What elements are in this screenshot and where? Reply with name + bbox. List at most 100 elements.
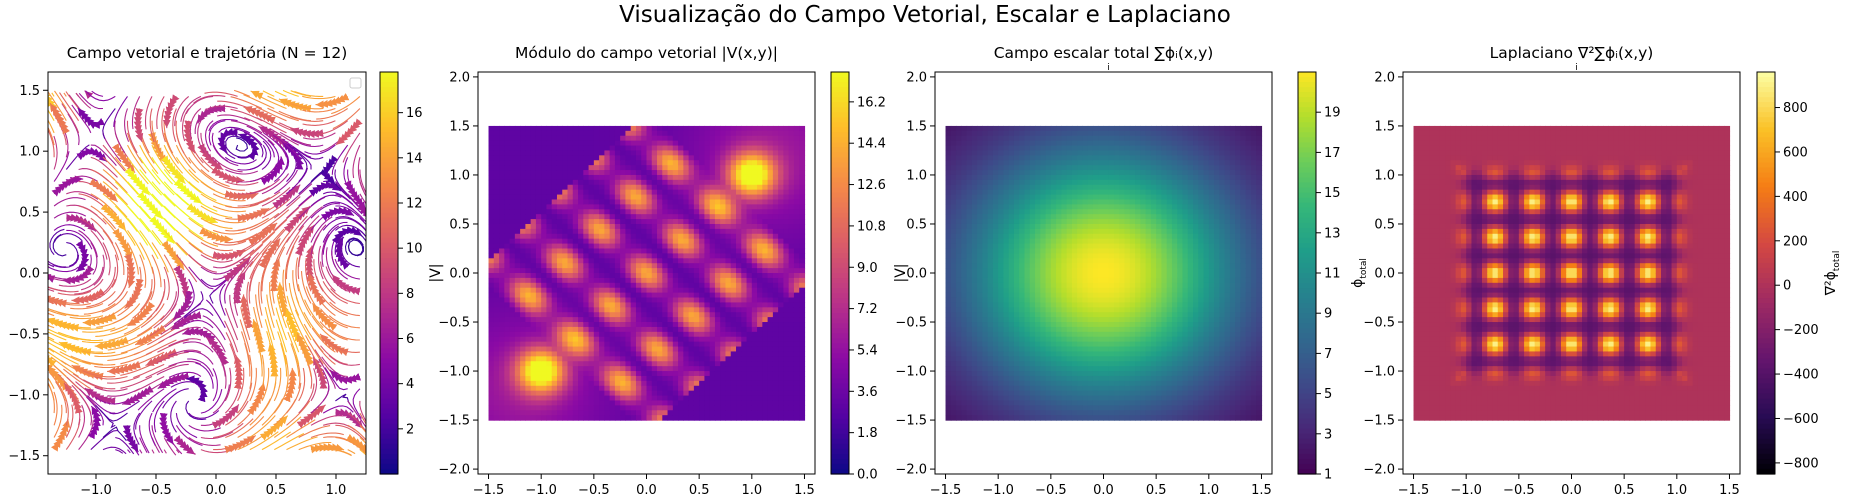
heatmap-cell: [541, 160, 548, 166]
heatmap-cell: [551, 356, 558, 362]
heatmap-cell: [793, 145, 800, 152]
colorbar: 0.01.83.65.47.29.010.812.614.416.2|V|: [830, 71, 909, 483]
streamline: [63, 382, 83, 414]
streamline: [91, 90, 104, 97]
heatmap-cell: [572, 415, 579, 421]
heatmap-cell: [520, 194, 526, 201]
heatmap-cell: [788, 204, 795, 210]
heatmap-cell: [620, 263, 627, 269]
heatmap-cell: [688, 341, 695, 348]
heatmap-cell: [493, 243, 500, 250]
heatmap-cell: [504, 297, 511, 304]
heatmap-cell: [956, 248, 962, 254]
heatmap-cell: [556, 268, 563, 274]
colorbar-tick-label: 2: [406, 422, 414, 437]
y-tick-label: 0.5: [19, 206, 40, 221]
heatmap-cell: [667, 233, 674, 240]
streamline: [139, 449, 143, 454]
colorbar-segment: [831, 308, 849, 314]
heatmap-cell: [746, 199, 753, 205]
heatmap-cell: [651, 189, 658, 196]
heatmap-cell: [736, 170, 742, 176]
heatmap-cell: [530, 253, 537, 259]
heatmap-cell: [599, 415, 605, 421]
heatmap-cell: [662, 415, 669, 421]
heatmap-cell: [614, 336, 621, 343]
heatmap-cell: [945, 140, 952, 147]
colorbar-segment: [380, 293, 398, 299]
heatmap-cell: [520, 390, 526, 397]
heatmap-cell: [593, 366, 600, 372]
colorbar-segment: [380, 453, 398, 460]
heatmap-cell: [772, 400, 779, 406]
heatmap-cell: [504, 380, 511, 387]
heatmap-cell: [562, 331, 569, 338]
heatmap-cell: [646, 179, 653, 186]
heatmap-cell: [966, 223, 973, 230]
streamline: [139, 181, 163, 208]
heatmap-cell: [488, 248, 495, 254]
heatmap-cell: [614, 371, 621, 377]
heatmap-cell: [646, 150, 653, 156]
heatmap-cell: [488, 366, 495, 372]
heatmap-cell: [699, 189, 706, 196]
colorbar-tick-label: 9.0: [857, 261, 878, 276]
heatmap-cell: [630, 238, 637, 245]
heatmap-cell: [961, 165, 968, 171]
heatmap-cell: [945, 273, 952, 279]
heatmap-cell: [704, 375, 711, 382]
heatmap-cell: [604, 341, 611, 348]
heatmap-cell: [945, 366, 952, 372]
heatmap-cell: [488, 415, 495, 421]
streamline: [175, 156, 200, 183]
heatmap-cell: [751, 199, 758, 205]
colorbar-tick-label: 12.6: [857, 178, 886, 193]
heatmap-cell: [635, 385, 642, 392]
heatmap-cell: [625, 194, 632, 201]
heatmap-cell: [509, 341, 516, 348]
heatmap-cell: [714, 214, 721, 220]
heatmap-cell: [688, 410, 695, 416]
heatmap-cell: [541, 341, 548, 348]
streamline: [48, 91, 67, 121]
heatmap-cell: [767, 135, 774, 142]
heatmap-cell: [488, 165, 495, 171]
heatmap-cell: [562, 282, 569, 289]
heatmap-cell: [736, 214, 742, 220]
heatmap-cell: [767, 297, 774, 304]
streamline: [151, 120, 162, 154]
heatmap-cell: [609, 140, 616, 147]
heatmap-cell: [757, 322, 763, 328]
heatmap-cell: [767, 228, 774, 235]
streamline: [95, 397, 128, 405]
heatmap-cell: [509, 228, 516, 235]
heatmap-cell: [971, 273, 978, 279]
heatmap-cell: [504, 415, 511, 421]
heatmap-cell: [593, 228, 600, 235]
heatmap-cell: [725, 263, 732, 269]
colorbar-segment: [831, 137, 849, 143]
heatmap-cell: [757, 199, 763, 205]
heatmap-cell: [520, 125, 526, 132]
colorbar-segment: [380, 257, 398, 264]
heatmap-cell: [614, 258, 621, 264]
heatmap-cell: [683, 263, 690, 269]
heatmap-cell: [757, 331, 763, 338]
heatmap-cell: [609, 297, 616, 304]
heatmap-cell: [556, 140, 563, 147]
heatmap-cell: [651, 170, 658, 176]
heatmap-cell: [588, 189, 595, 196]
heatmap-cell: [741, 390, 748, 397]
heatmap-cell: [950, 346, 957, 353]
heatmap-cell: [971, 199, 978, 205]
heatmap-cell: [793, 184, 800, 191]
heatmap-cell: [709, 380, 716, 387]
heatmap-cell: [578, 179, 584, 186]
heatmap-cell: [651, 253, 658, 259]
heatmap-cell: [578, 287, 584, 294]
heatmap-cell: [593, 277, 600, 284]
heatmap-cell: [546, 174, 553, 181]
heatmap-cell: [736, 375, 742, 382]
streamline: [341, 243, 360, 268]
heatmap-cell: [757, 356, 763, 362]
